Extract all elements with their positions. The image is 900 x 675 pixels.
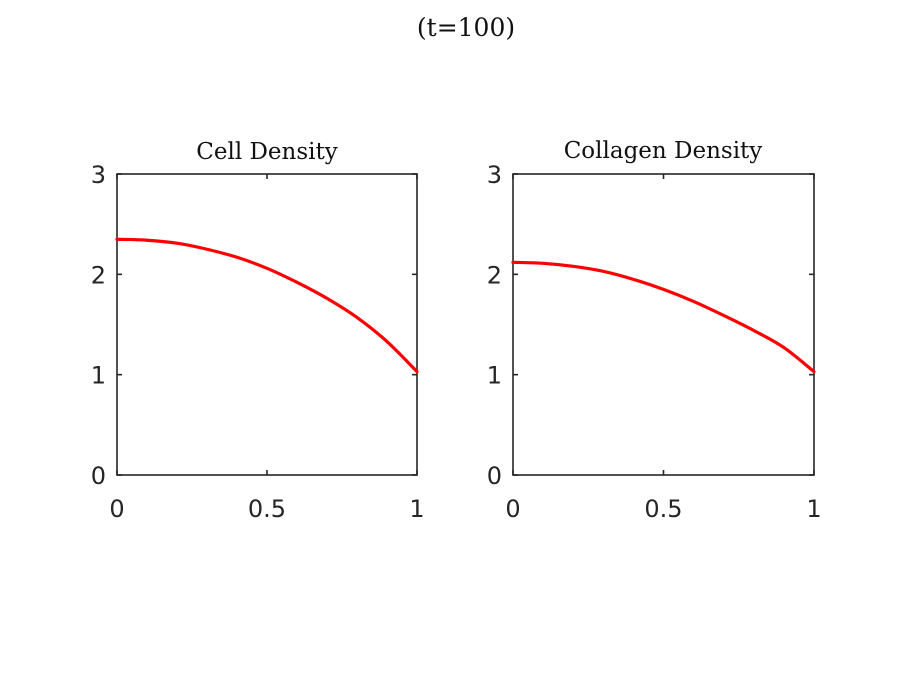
figure-title: (t=100) <box>417 13 515 42</box>
collagen-density-x-tick-label: 1 <box>806 495 821 523</box>
cell-density-title: Cell Density <box>196 139 338 165</box>
collagen-density-plot-area: 0 0.5 1 0 1 2 3 <box>487 161 822 523</box>
cell-density-x-tick-label: 0.5 <box>248 495 286 523</box>
cell-density-y-tick-label: 0 <box>91 462 106 490</box>
cell-density-axes-box <box>116 173 418 476</box>
cell-density-x-tick-label: 1 <box>409 495 424 523</box>
collagen-density-x-tick-label: 0 <box>505 495 520 523</box>
collagen-density-panel: Collagen Density 0 0.5 1 0 1 2 3 <box>487 138 822 523</box>
cell-density-series-line <box>115 237 419 374</box>
cell-density-panel: Cell Density 0 0.5 1 0 1 2 3 <box>91 139 425 523</box>
collagen-density-y-tick-label: 0 <box>487 462 502 490</box>
cell-density-plot-area: 0 0.5 1 0 1 2 3 <box>91 161 425 523</box>
collagen-density-title: Collagen Density <box>564 138 763 164</box>
collagen-density-axes-box <box>512 173 815 476</box>
cell-density-y-tick-label: 3 <box>91 161 106 189</box>
collagen-density-y-tick-label: 1 <box>487 362 502 390</box>
cell-density-y-tick-label: 1 <box>91 362 106 390</box>
cell-density-y-tick-label: 2 <box>91 261 106 289</box>
collagen-density-y-tick-label: 2 <box>487 261 502 289</box>
collagen-density-series-line <box>511 260 816 374</box>
collagen-density-x-tick-label: 0.5 <box>644 495 682 523</box>
collagen-density-y-tick-label: 3 <box>487 161 502 189</box>
cell-density-x-tick-label: 0 <box>109 495 124 523</box>
